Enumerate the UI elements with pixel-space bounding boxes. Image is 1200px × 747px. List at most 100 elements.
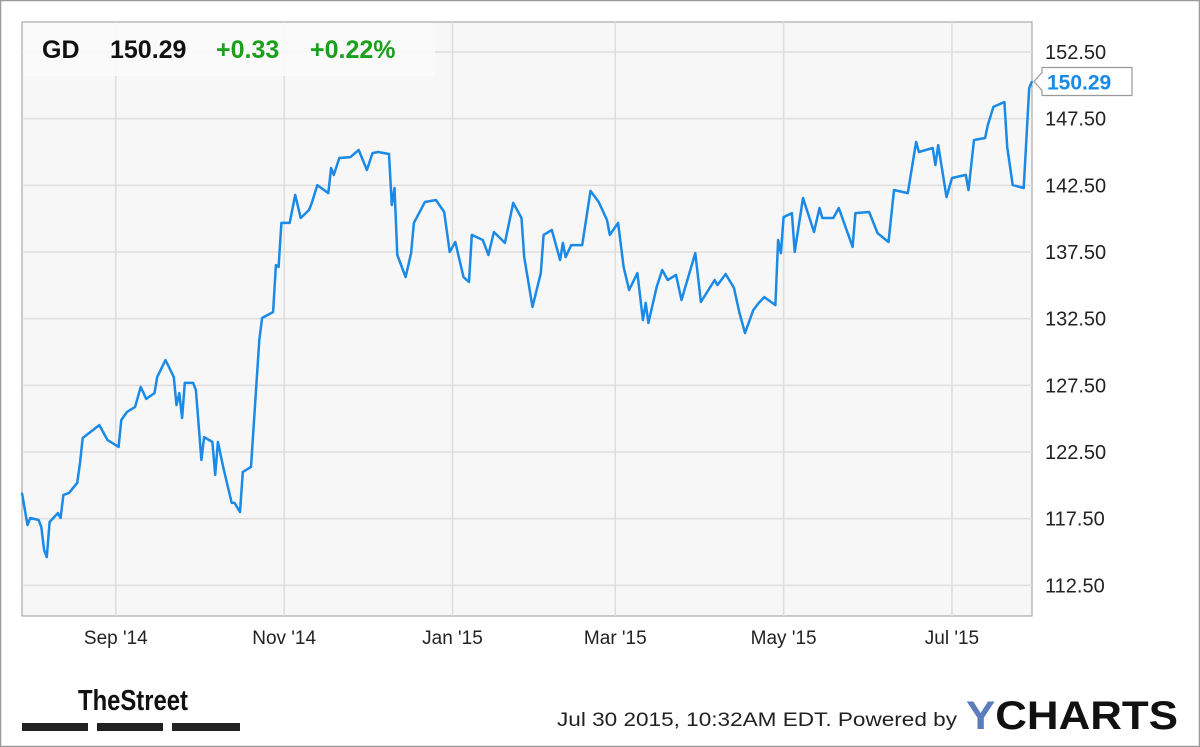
data-point (512, 202, 515, 204)
x-axis: Sep '14 Nov '14 Jan '15 Mar '15 May '15 Jul '… (84, 628, 979, 649)
data-point (700, 301, 702, 303)
data-point (724, 273, 727, 275)
data-point (655, 286, 658, 288)
y-tick-label: 152.50 (1045, 42, 1106, 64)
data-point (377, 151, 379, 153)
data-point (694, 252, 697, 254)
data-point (666, 279, 669, 281)
data-point (647, 322, 650, 324)
data-point (222, 467, 225, 469)
data-point (443, 211, 446, 213)
data-point (838, 207, 840, 209)
data-point (327, 192, 330, 194)
data-point (531, 306, 534, 308)
data-point (134, 406, 136, 408)
data-point (164, 359, 167, 361)
x-tick-label: May '15 (751, 628, 817, 649)
data-point (308, 209, 310, 211)
data-point (493, 231, 495, 233)
data-point (642, 319, 644, 321)
data-point (184, 382, 186, 384)
data-point (1028, 87, 1031, 89)
data-point (661, 269, 664, 271)
data-point (636, 272, 639, 274)
data-point (813, 231, 815, 233)
data-point (200, 459, 203, 461)
data-point (217, 441, 219, 443)
data-point (597, 201, 600, 203)
data-point (288, 222, 291, 224)
data-point (59, 517, 62, 519)
data-point (250, 466, 252, 468)
data-point (57, 512, 59, 514)
data-point (887, 241, 890, 243)
data-point (349, 156, 352, 158)
data-point (310, 202, 313, 204)
y-tick-label: 137.50 (1045, 242, 1106, 264)
data-point (192, 382, 194, 384)
y-tick-label: 127.50 (1045, 375, 1106, 397)
data-point (915, 141, 917, 143)
data-point (1006, 146, 1008, 148)
data-point (559, 259, 561, 261)
data-point (1011, 184, 1014, 186)
data-point (622, 266, 625, 268)
data-point (46, 556, 48, 558)
data-point (868, 211, 870, 213)
data-point (907, 192, 909, 194)
x-tick-label: Jul '15 (925, 628, 979, 649)
data-point (818, 207, 821, 209)
y-tick-label: 132.50 (1045, 309, 1106, 331)
data-point (738, 312, 741, 314)
data-point (357, 149, 360, 151)
data-point (504, 242, 506, 244)
y-tick-label: 112.50 (1045, 575, 1105, 597)
ticker-symbol: GD (42, 36, 80, 64)
data-point (744, 332, 746, 334)
thestreet-logo: TheStreet (22, 685, 240, 731)
data-point (366, 169, 368, 171)
data-point (181, 417, 183, 419)
data-point (396, 254, 399, 256)
data-point (40, 526, 43, 528)
data-point (117, 446, 120, 448)
data-point (987, 124, 989, 126)
data-point (523, 256, 526, 258)
x-tick-label: Mar '15 (584, 628, 647, 649)
data-point (984, 137, 986, 139)
data-point (172, 376, 175, 378)
last-value-label: 150.29 (1047, 71, 1111, 94)
data-point (482, 239, 484, 241)
data-point (992, 106, 995, 108)
data-point (178, 392, 181, 394)
data-point (261, 317, 263, 319)
data-point (777, 239, 779, 241)
data-point (468, 281, 470, 283)
data-point (973, 139, 975, 141)
data-point (606, 219, 608, 221)
data-point (294, 194, 296, 196)
data-point (539, 272, 542, 274)
data-point (81, 437, 84, 439)
thestreet-logo-bar (172, 723, 240, 731)
data-point (26, 524, 29, 526)
data-point (404, 276, 407, 278)
x-tick-label: Sep '14 (84, 628, 148, 649)
data-point (1022, 187, 1025, 189)
gridlines (22, 22, 1032, 616)
data-point (214, 474, 216, 476)
data-point (233, 502, 236, 504)
last-value-callout: 150.29 (1033, 66, 1133, 97)
data-point (893, 189, 895, 191)
y-tick-label: 142.50 (1045, 175, 1106, 197)
thestreet-logo-bar (22, 723, 88, 731)
data-point (203, 436, 205, 438)
data-point (410, 252, 412, 254)
data-point (48, 521, 51, 523)
data-point (448, 251, 451, 253)
data-point (791, 212, 793, 214)
data-point (21, 492, 23, 494)
x-tick-label: Jan '15 (422, 628, 483, 649)
